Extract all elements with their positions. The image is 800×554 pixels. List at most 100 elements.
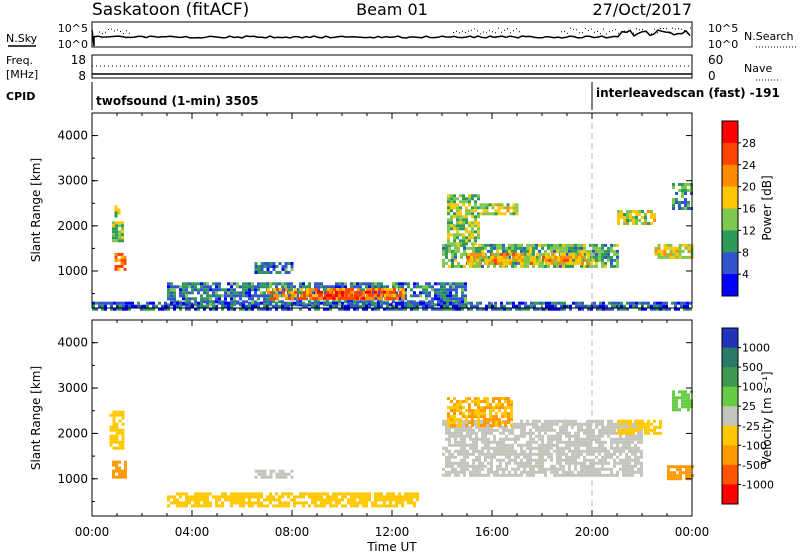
range-cell <box>678 243 682 247</box>
range-cell <box>392 285 395 289</box>
range-cell <box>463 473 466 477</box>
range-cell <box>233 282 236 286</box>
range-cell <box>520 470 523 474</box>
range-cell <box>419 301 422 305</box>
range-cell <box>598 428 601 432</box>
data-region <box>109 410 125 450</box>
range-cell <box>121 236 124 240</box>
range-cell <box>532 431 535 435</box>
range-cell <box>484 440 487 444</box>
range-cell <box>632 219 635 222</box>
range-cell <box>617 428 620 432</box>
range-cell <box>502 470 505 474</box>
range-cell <box>492 421 495 425</box>
range-cell <box>551 261 554 265</box>
range-cell <box>203 304 206 308</box>
range-cell <box>449 303 452 307</box>
range-cell <box>481 452 484 456</box>
range-cell <box>532 252 535 256</box>
range-cell <box>254 285 257 289</box>
range-cell <box>489 412 492 416</box>
range-cell <box>386 498 389 502</box>
range-cell <box>499 440 502 444</box>
range-cell <box>451 255 454 259</box>
range-cell <box>653 428 656 432</box>
range-cell <box>120 261 124 265</box>
range-cell <box>359 304 362 308</box>
range-cell <box>104 301 107 305</box>
range-cell <box>456 424 459 428</box>
range-cell <box>666 252 670 256</box>
range-cell <box>278 291 281 295</box>
range-cell <box>459 239 462 243</box>
range-cell <box>448 437 451 441</box>
range-cell <box>675 198 678 201</box>
range-cell <box>395 495 398 499</box>
range-cell <box>631 464 634 468</box>
range-cell <box>653 213 656 216</box>
range-cell <box>309 297 312 301</box>
range-cell <box>501 415 504 419</box>
range-cell <box>347 290 350 294</box>
range-cell <box>629 422 632 426</box>
range-cell <box>472 449 475 453</box>
range-cell <box>332 498 335 502</box>
range-cell <box>245 304 248 308</box>
nsky-tick-top: 10^5 <box>58 22 88 35</box>
range-cell <box>182 504 185 508</box>
range-cell <box>538 464 541 468</box>
range-cell <box>529 452 532 456</box>
range-cell <box>629 219 632 222</box>
range-cell <box>477 230 480 234</box>
range-cell <box>299 492 302 496</box>
range-cell <box>194 495 197 499</box>
range-cell <box>542 255 545 259</box>
range-cell <box>637 440 640 444</box>
range-cell <box>571 422 574 426</box>
range-cell <box>115 236 118 240</box>
range-cell <box>586 264 589 268</box>
range-cell <box>541 258 544 262</box>
range-cell <box>671 301 674 305</box>
range-cell <box>457 419 460 423</box>
range-cell <box>236 291 239 295</box>
range-cell <box>362 304 365 308</box>
range-cell <box>613 437 616 441</box>
range-cell <box>446 294 449 298</box>
range-cell <box>583 443 586 447</box>
range-cell <box>562 246 565 250</box>
range-cell <box>539 301 542 305</box>
range-cell <box>377 304 380 308</box>
range-cell <box>681 399 684 403</box>
range-cell <box>170 288 173 292</box>
range-cell <box>499 437 502 441</box>
range-cell <box>224 294 227 298</box>
range-cell <box>640 473 643 477</box>
range-cell <box>547 437 550 441</box>
range-cell <box>475 246 478 250</box>
range-cell <box>212 288 215 292</box>
range-cell <box>672 204 675 207</box>
range-cell <box>275 285 278 289</box>
range-cell <box>380 282 383 286</box>
range-cell <box>425 307 428 311</box>
range-cell <box>263 504 266 508</box>
range-cell <box>344 495 347 499</box>
range-cell <box>538 452 541 456</box>
range-cell <box>526 243 529 247</box>
range-cell <box>462 236 465 240</box>
range-cell <box>496 470 499 474</box>
nsky-tick-bottom: 10^0 <box>58 38 88 51</box>
range-cell <box>569 252 572 256</box>
range-cell <box>650 428 653 432</box>
range-cell <box>179 495 182 499</box>
range-cell <box>684 402 687 406</box>
range-cell <box>458 304 461 308</box>
range-cell <box>245 288 248 292</box>
range-cell <box>329 285 332 289</box>
range-cell <box>392 307 395 311</box>
range-cell <box>338 501 341 505</box>
range-cell <box>434 288 437 292</box>
range-cell <box>602 304 605 308</box>
